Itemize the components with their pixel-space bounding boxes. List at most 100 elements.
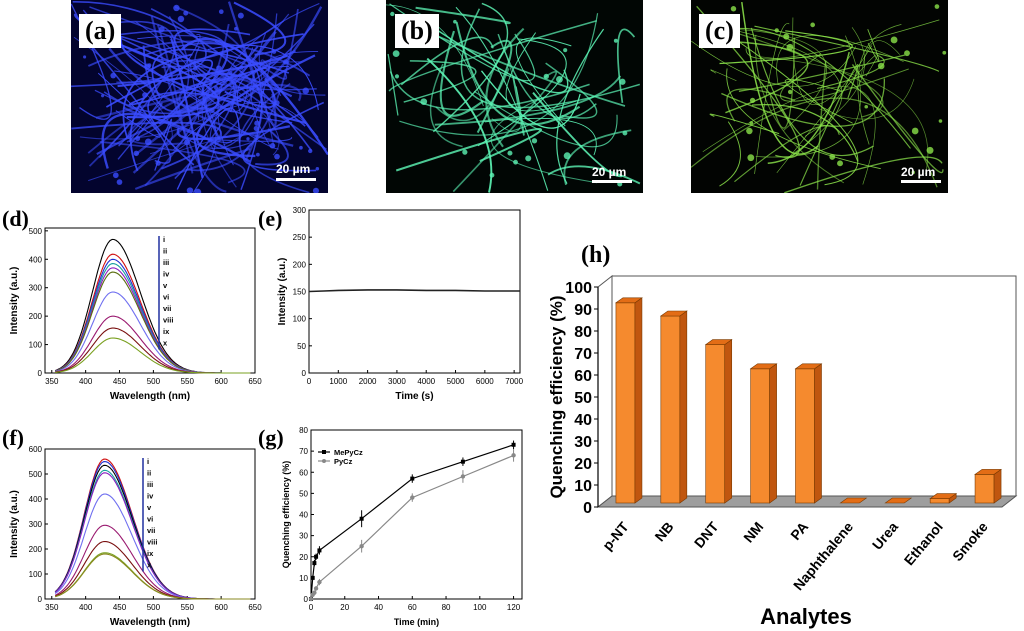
micrograph-a: (a) 20 µm <box>71 0 328 193</box>
y-tick-label: 400 <box>29 495 43 504</box>
x-axis-label: Time (s) <box>395 391 433 402</box>
fiber-strand <box>726 88 796 122</box>
legend-label: v <box>163 281 168 290</box>
fiber-node <box>253 125 259 132</box>
bar-side <box>634 297 643 504</box>
legend-label: vi <box>163 293 169 302</box>
fiber-strand <box>755 34 845 184</box>
y-tick-label: 100 <box>29 570 43 579</box>
fiber-strand <box>709 113 780 135</box>
fiber-strand <box>713 25 843 154</box>
bar-side <box>814 363 822 504</box>
series-marker <box>312 561 317 566</box>
category-label: Urea <box>869 518 901 552</box>
fiber-node <box>312 187 320 193</box>
fiber-strand <box>154 118 173 171</box>
chart-f: (f) 350 400 450 500 550 600 650 0 100 200 300 400 500… <box>2 425 262 628</box>
y-tick-label: 0 <box>304 595 309 604</box>
y-tick-label: 60 <box>574 368 592 385</box>
y-tick-label: 300 <box>29 284 43 293</box>
fiber-strand <box>779 53 909 102</box>
plot-frame <box>44 227 256 374</box>
fiber-strand <box>147 91 242 166</box>
fiber-node <box>155 160 161 166</box>
fiber-strand <box>87 120 131 167</box>
fiber-strand <box>399 13 599 136</box>
scale-bar-a <box>276 178 316 181</box>
x-tick-label: 7000 <box>505 377 523 386</box>
fiber-strand <box>174 5 255 146</box>
x-tick-label: 20 <box>340 603 349 612</box>
bar-side <box>724 339 733 504</box>
category-label: PA <box>787 519 811 543</box>
fiber-strand <box>851 64 944 174</box>
series-marker <box>460 459 465 464</box>
y-tick-label: 400 <box>29 255 43 264</box>
fiber-node <box>390 11 395 17</box>
spectrum-line <box>55 337 251 374</box>
y-tick-label: 50 <box>299 489 308 498</box>
fiber-strand <box>804 27 866 137</box>
x-tick-label: 60 <box>408 603 417 612</box>
fiber-node <box>911 127 919 135</box>
fiber-node <box>543 73 549 80</box>
legend-label: iv <box>147 492 154 501</box>
bar-top <box>884 497 913 504</box>
fiber-node <box>183 10 189 16</box>
fiber-strand <box>491 50 522 133</box>
fiber-strand <box>532 92 623 178</box>
fiber-node <box>556 75 563 83</box>
fiber-node <box>938 119 943 123</box>
y-tick-label: 0 <box>38 595 43 604</box>
bar-top <box>615 297 643 304</box>
fiber-strand <box>79 76 265 140</box>
fiber-node <box>749 121 754 125</box>
fiber-node <box>774 28 779 33</box>
scale-bar-b <box>592 180 632 183</box>
fiber-strand <box>217 84 293 124</box>
series-marker <box>511 442 516 447</box>
fiber-node <box>911 170 915 175</box>
fiber-strand <box>400 36 494 86</box>
scale-label-c: 20 µm <box>901 165 936 179</box>
y-tick-label: 200 <box>29 312 43 321</box>
fiber-node <box>116 179 123 185</box>
y-tick-label: 0 <box>38 369 43 378</box>
category-label: p-NT <box>599 518 632 553</box>
series-marker <box>511 453 516 458</box>
fiber-strand <box>776 54 878 174</box>
micrograph-c: (c) 20 µm <box>691 0 948 193</box>
fiber-node <box>787 89 793 95</box>
y-tick-label: 10 <box>574 478 592 495</box>
fiber-node <box>531 138 538 144</box>
fiber-strand <box>88 132 246 182</box>
fiber-node <box>135 136 141 142</box>
fiber-node <box>194 188 202 193</box>
fiber-node <box>302 87 310 95</box>
x-tick-label: 350 <box>45 603 59 612</box>
bar-top <box>704 339 733 345</box>
fiber-strand <box>117 54 288 88</box>
x-tick-label: 2000 <box>359 377 377 386</box>
x-tick-label: 450 <box>113 377 127 386</box>
bar-front <box>660 315 681 504</box>
panel-tag-a: (a) <box>79 14 122 48</box>
micrograph-c-fibers <box>691 1 947 193</box>
fiber-node <box>934 4 940 9</box>
x-tick-label: 120 <box>507 603 521 612</box>
x-tick-label: 350 <box>45 377 59 386</box>
fiber-node <box>271 49 277 54</box>
legend-label: iv <box>163 270 170 279</box>
fiber-node <box>274 100 280 106</box>
fiber-node <box>746 127 753 135</box>
micrograph-b-fibers <box>386 2 641 193</box>
fiber-strand <box>721 29 859 186</box>
x-tick-label: 600 <box>214 603 228 612</box>
fiber-strand <box>751 104 859 162</box>
series-marker <box>359 543 364 549</box>
fiber-strand <box>799 64 859 186</box>
fiber-strand <box>129 33 304 172</box>
y-tick-label: 0 <box>583 500 592 517</box>
